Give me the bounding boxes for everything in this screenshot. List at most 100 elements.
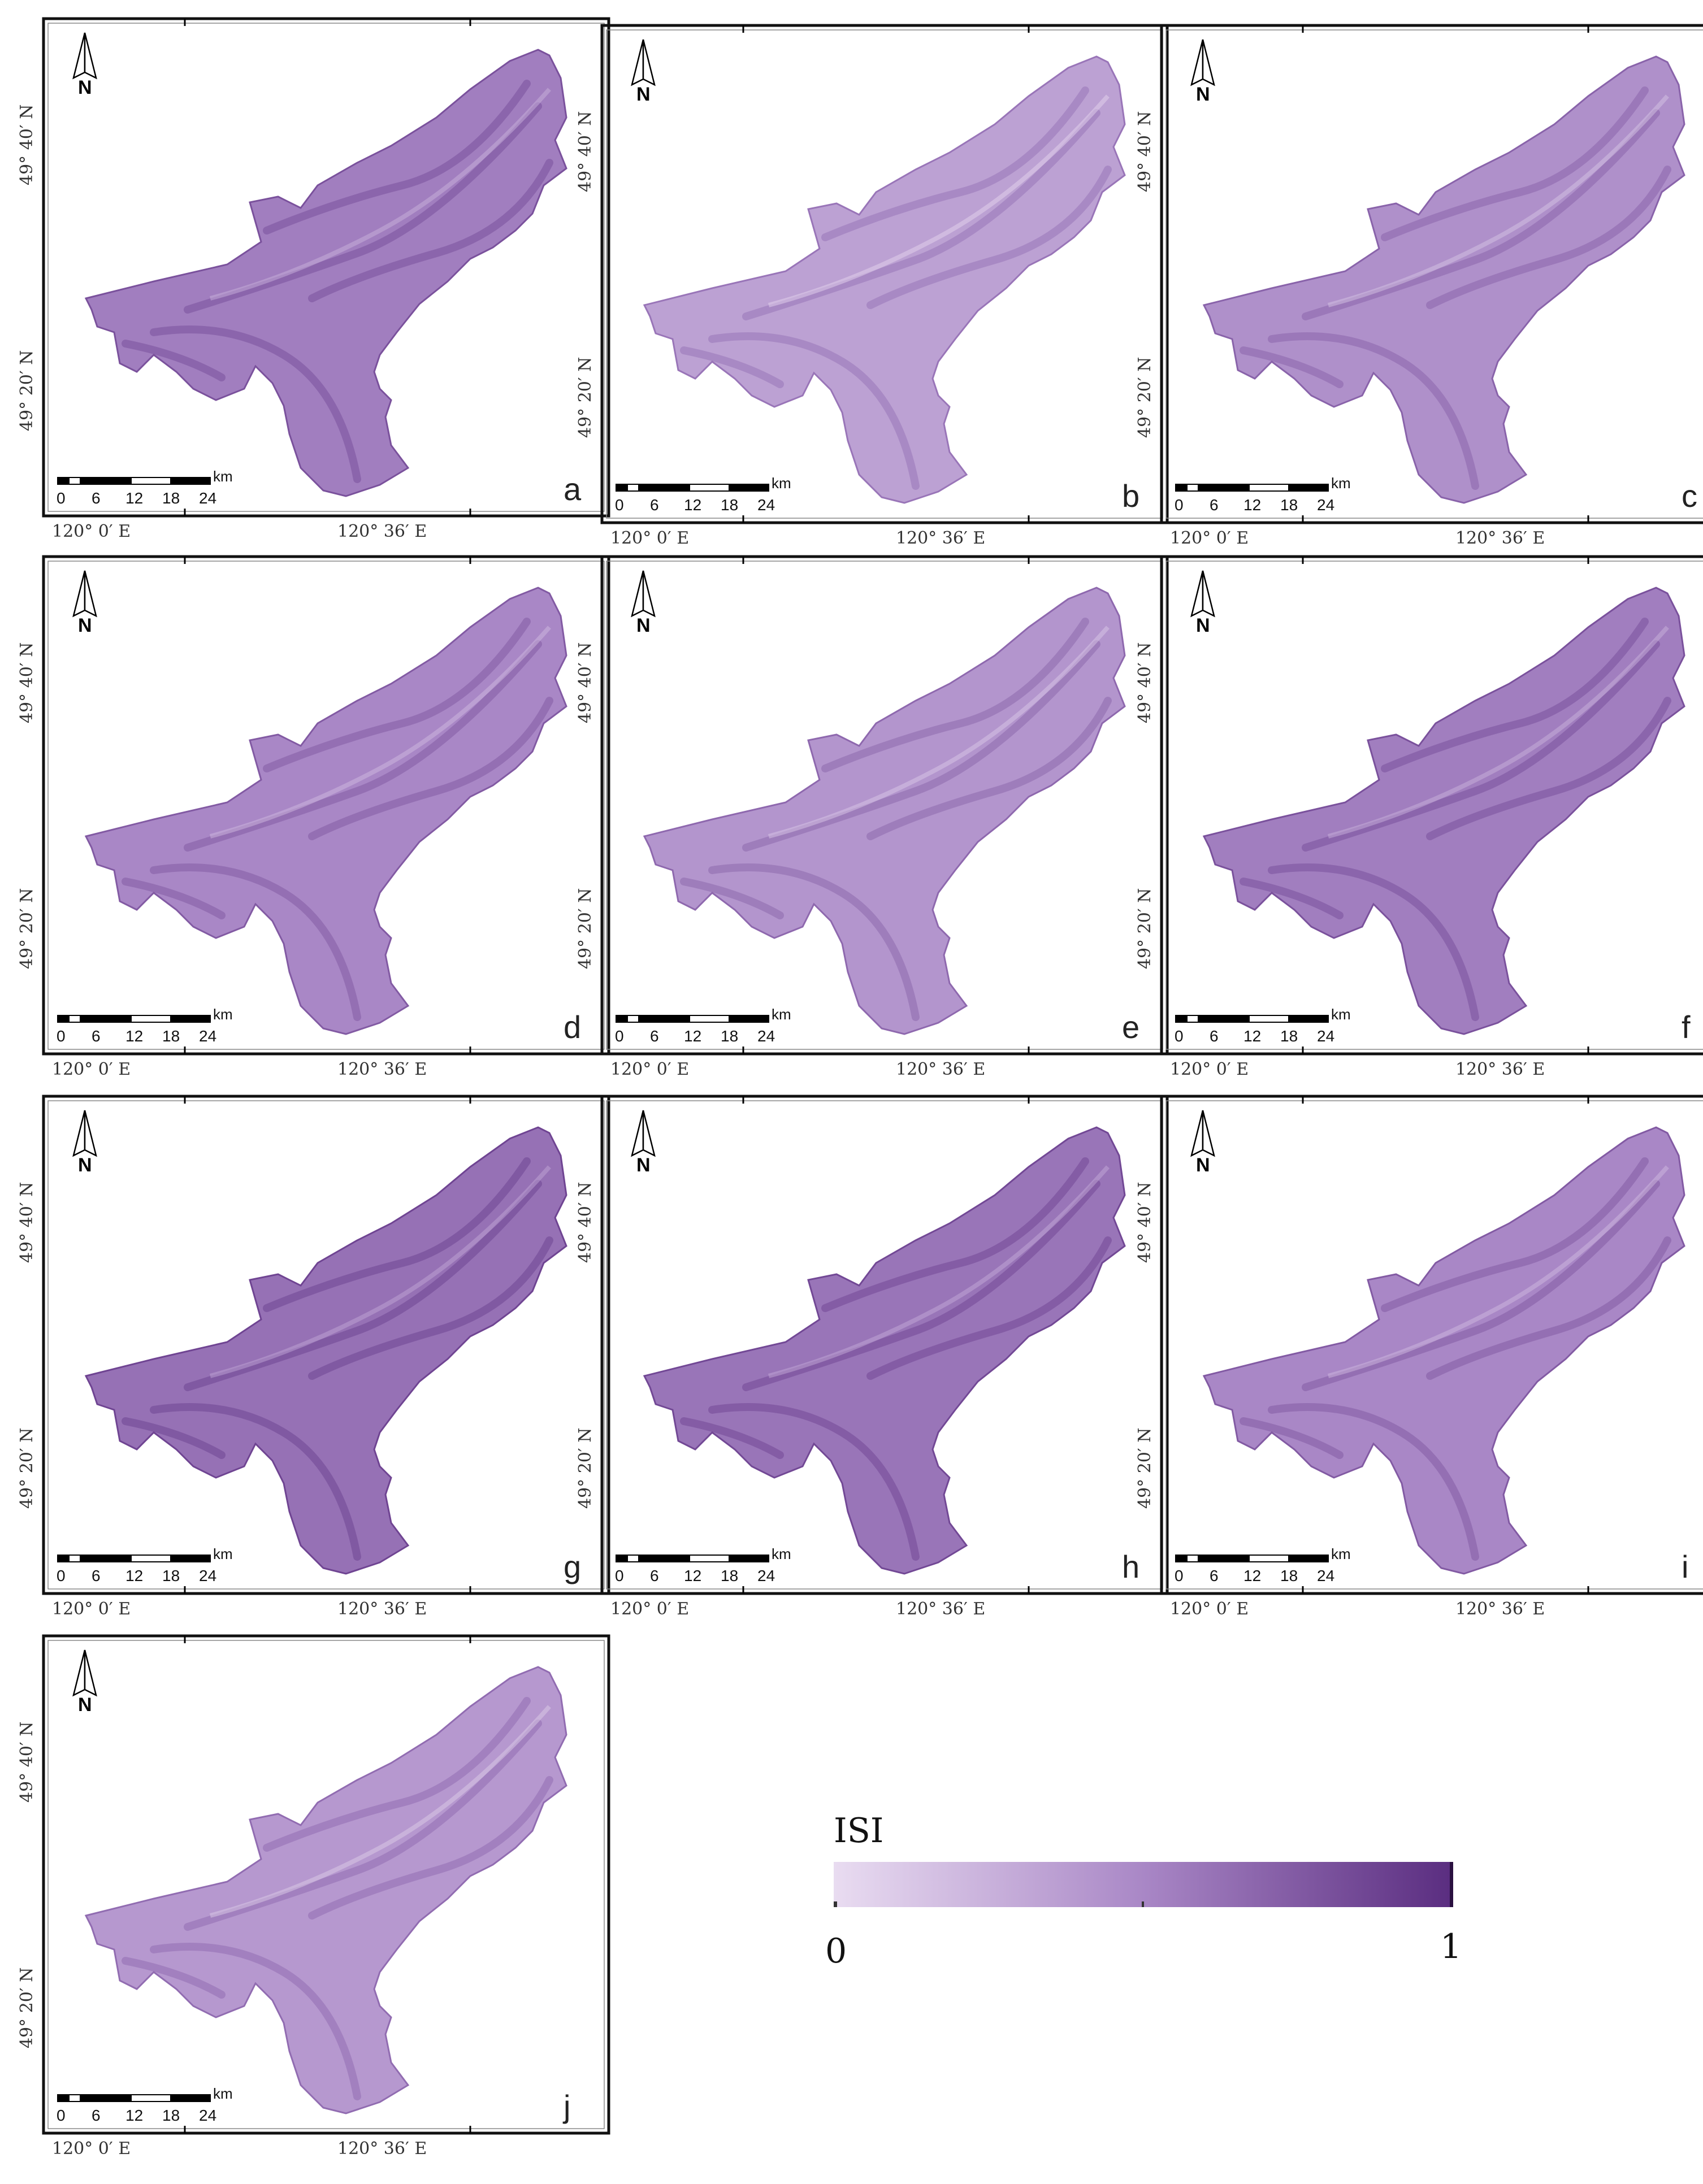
map-panel: N 49° 40′ N 49° 20′ N 120° 0′ E 120° 36′ E km… [17, 1633, 617, 2173]
panel-letter: i [1682, 1549, 1689, 1584]
longitude-label: 120° 0′ E [610, 528, 690, 548]
longitude-label: 120° 0′ E [1170, 1060, 1249, 1079]
longitude-label: 120° 0′ E [52, 1060, 131, 1079]
longitude-label: 120° 0′ E [610, 1599, 690, 1619]
scale-tick-label: 24 [1317, 1567, 1335, 1584]
scale-tick-label: 0 [615, 1027, 624, 1045]
terrain-texture [122, 1417, 226, 1459]
latitude-label: 49° 40′ N [575, 642, 595, 723]
terrain-texture [680, 1417, 784, 1459]
terrain-texture [768, 626, 1110, 839]
scale-unit: km [213, 2085, 233, 2102]
scale-bar [1175, 484, 1329, 492]
scale-tick-label: 12 [1243, 1027, 1262, 1045]
terrain-texture [742, 1180, 1100, 1391]
terrain-texture [768, 1165, 1110, 1378]
north-arrow-icon [72, 1649, 97, 1697]
terrain-texture [308, 1236, 553, 1380]
terrain-texture [1268, 863, 1479, 1021]
latitude-label: 49° 20′ N [17, 1427, 37, 1509]
panel-letter: g [564, 1549, 582, 1584]
scale-tick-label: 0 [1175, 1567, 1184, 1584]
scale-tick-label: 24 [757, 1567, 775, 1584]
scale-tick-label: 24 [1317, 1027, 1335, 1045]
study-area [84, 1666, 567, 2114]
north-arrow-icon [72, 1110, 97, 1157]
map-panel-svg [600, 1095, 1169, 1595]
terrain-texture [209, 88, 551, 301]
longitude-label: 120° 36′ E [1455, 1060, 1545, 1079]
terrain-texture [263, 1697, 531, 1852]
map-frame [600, 24, 1169, 524]
longitude-label: 120° 0′ E [52, 522, 131, 541]
panel-letter: b [1122, 478, 1140, 514]
longitude-label: 120° 0′ E [1170, 1599, 1249, 1619]
north-label: N [636, 1154, 651, 1176]
longitude-label: 120° 36′ E [337, 522, 427, 541]
longitude-label: 120° 36′ E [896, 528, 986, 548]
latitude-label: 49° 40′ N [17, 1721, 37, 1803]
scale-tick-label: 12 [1243, 496, 1262, 514]
scale-tick-label: 0 [1175, 496, 1184, 514]
scale-tick-label: 18 [721, 1567, 739, 1584]
map-panel-svg [1160, 24, 1703, 524]
scale-tick-label: 12 [684, 1027, 702, 1045]
scale-tick-label: 24 [757, 1027, 775, 1045]
scale-tick-label: 6 [92, 489, 101, 507]
terrain-texture [768, 94, 1110, 307]
scale-tick-label: 0 [615, 496, 624, 514]
terrain-texture [150, 1943, 361, 2100]
scale-unit: km [213, 1006, 233, 1023]
map-panel: N 49° 40′ N 49° 20′ N 120° 0′ E 120° 36′ E km… [1135, 554, 1703, 1093]
panel-letter: a [564, 471, 582, 507]
scale-bar [616, 484, 769, 492]
north-arrow-icon [631, 570, 656, 618]
terrain-texture [821, 618, 1089, 772]
scale-tick-label: 18 [1280, 1027, 1298, 1045]
scale-bar [57, 2094, 211, 2102]
map-frame [600, 555, 1169, 1056]
terrain-texture [1381, 86, 1649, 241]
map-panel: N 49° 40′ N 49° 20′ N 120° 0′ E 120° 36′ E km… [1135, 23, 1703, 562]
scale-tick-label: 12 [125, 489, 144, 507]
terrain-texture [866, 697, 1112, 840]
scale-tick-label: 24 [199, 2107, 217, 2124]
terrain-texture [1381, 618, 1649, 772]
terrain-texture [1268, 332, 1479, 490]
north-label: N [1196, 615, 1210, 636]
longitude-label: 120° 36′ E [1455, 1599, 1545, 1619]
scale-bar [57, 477, 211, 485]
map-panel: N 49° 40′ N 49° 20′ N 120° 0′ E 120° 36′ E km… [575, 1093, 1176, 1633]
latitude-label: 49° 40′ N [17, 1182, 37, 1263]
longitude-label: 120° 36′ E [337, 2139, 427, 2159]
latitude-label: 49° 40′ N [1135, 1182, 1155, 1263]
latitude-label: 49° 40′ N [575, 1182, 595, 1263]
map-panel: N 49° 40′ N 49° 20′ N 120° 0′ E 120° 36′ E km… [575, 23, 1176, 562]
terrain-texture [1268, 1403, 1479, 1561]
scale-bar [616, 1015, 769, 1023]
terrain-texture [209, 626, 551, 839]
latitude-label: 49° 20′ N [575, 1427, 595, 1509]
terrain-texture [1381, 1157, 1649, 1312]
scale-unit: km [772, 1545, 791, 1562]
north-arrow-icon [631, 39, 656, 86]
latitude-label: 49° 20′ N [17, 350, 37, 431]
terrain-texture [184, 1180, 542, 1391]
terrain-texture [1240, 1417, 1344, 1459]
terrain-texture [742, 109, 1100, 320]
map-panel: N 49° 40′ N 49° 20′ N 120° 0′ E 120° 36′ E km… [575, 554, 1176, 1093]
terrain-texture [122, 878, 226, 919]
terrain-texture [1302, 109, 1660, 320]
terrain-texture [1327, 626, 1669, 839]
terrain-texture [708, 863, 920, 1021]
terrain-texture [308, 697, 553, 840]
scale-tick-label: 18 [1280, 1567, 1298, 1584]
legend-title: ISI [834, 1811, 884, 1851]
terrain-texture [308, 1776, 553, 1920]
scale-unit: km [1331, 475, 1351, 492]
latitude-label: 49° 20′ N [1135, 1427, 1155, 1509]
scale-tick-label: 18 [1280, 496, 1298, 514]
north-arrow-icon [1190, 1110, 1215, 1157]
study-area [643, 587, 1126, 1035]
terrain-texture [308, 159, 553, 302]
